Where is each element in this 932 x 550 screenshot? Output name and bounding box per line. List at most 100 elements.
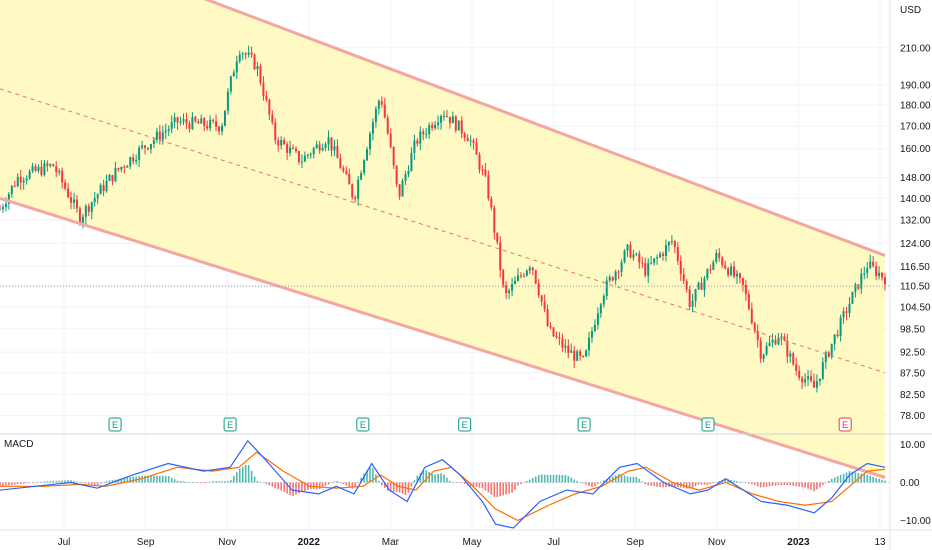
candle bbox=[61, 170, 64, 183]
candle bbox=[179, 121, 182, 123]
channel-upper-line[interactable] bbox=[0, 0, 886, 257]
macd-histogram-bar bbox=[67, 480, 69, 483]
macd-histogram-bar bbox=[540, 474, 543, 483]
candle bbox=[354, 197, 357, 199]
candle bbox=[318, 144, 321, 151]
candle bbox=[280, 139, 283, 146]
candle bbox=[721, 257, 724, 266]
candle bbox=[330, 137, 333, 151]
macd-histogram-bar bbox=[777, 482, 780, 486]
candle bbox=[466, 137, 469, 142]
candle bbox=[28, 171, 31, 179]
candle bbox=[333, 146, 336, 151]
macd-histogram-bar bbox=[706, 482, 709, 485]
candle bbox=[750, 308, 753, 324]
macd-histogram-bar bbox=[546, 474, 549, 483]
candle bbox=[395, 165, 398, 185]
candle bbox=[380, 101, 383, 105]
macd-histogram-bar bbox=[576, 480, 578, 483]
candle bbox=[679, 260, 682, 275]
candle bbox=[632, 254, 635, 258]
macd-histogram-bar bbox=[632, 476, 635, 483]
macd-histogram-bar bbox=[795, 482, 798, 487]
candle bbox=[286, 144, 289, 153]
candle bbox=[144, 145, 147, 148]
macd-histogram-bar bbox=[395, 482, 398, 492]
candle bbox=[863, 273, 866, 275]
macd-histogram-bar bbox=[582, 482, 584, 484]
macd-histogram-bar bbox=[8, 482, 10, 486]
candle bbox=[738, 273, 741, 279]
candle bbox=[135, 159, 138, 162]
candle bbox=[363, 160, 366, 174]
macd-histogram-bar bbox=[64, 480, 66, 483]
macd-histogram-bar bbox=[150, 475, 152, 483]
macd-axis-ticks: 10.00 0.00 −10.00 bbox=[900, 440, 931, 527]
candle bbox=[499, 242, 502, 271]
candle bbox=[531, 267, 534, 271]
candle bbox=[827, 352, 830, 357]
candle bbox=[546, 309, 549, 326]
macd-histogram-bar bbox=[768, 482, 771, 487]
candle bbox=[203, 118, 206, 126]
macd-histogram-bar bbox=[93, 482, 96, 485]
macd-histogram-bar bbox=[348, 482, 351, 488]
candle bbox=[570, 350, 573, 353]
macd-histogram-bar bbox=[90, 482, 93, 485]
time-axis-ticks[interactable]: Jul Sep Nov 2022 Mar May Jul Sep Nov 2023 13 bbox=[58, 537, 886, 548]
candle bbox=[540, 295, 543, 302]
price-axis-ticks[interactable]: 210.00 190.00 180.00 170.00 160.00 148.00 140.… bbox=[900, 43, 931, 422]
macd-histogram-bar bbox=[792, 482, 795, 486]
earnings-marker-icon bbox=[701, 417, 715, 432]
candle bbox=[611, 277, 614, 281]
macd-histogram-bar bbox=[372, 468, 374, 483]
candle bbox=[866, 268, 869, 274]
candle bbox=[881, 272, 884, 278]
macd-histogram-bar bbox=[884, 480, 886, 483]
macd-histogram-bar bbox=[159, 475, 161, 483]
candle bbox=[505, 285, 508, 294]
upcoming-earnings-label: E bbox=[842, 420, 848, 430]
candle bbox=[579, 351, 582, 356]
candle bbox=[801, 377, 804, 383]
candle bbox=[58, 170, 61, 173]
channel-lower-line[interactable] bbox=[0, 196, 886, 479]
candle bbox=[593, 324, 596, 332]
candle bbox=[297, 151, 300, 163]
macd-tick-label: −10.00 bbox=[900, 516, 931, 527]
candle bbox=[262, 83, 265, 97]
time-tick-label: 13 bbox=[874, 537, 886, 548]
candle bbox=[884, 277, 886, 285]
macd-histogram-bar bbox=[819, 482, 821, 488]
candle bbox=[700, 282, 703, 290]
channel-mid-line[interactable] bbox=[0, 88, 886, 374]
candle bbox=[576, 351, 579, 361]
macd-histogram-bar bbox=[567, 475, 570, 483]
candle bbox=[588, 337, 591, 351]
candle bbox=[200, 118, 203, 124]
candle bbox=[869, 261, 872, 269]
candle bbox=[626, 244, 629, 251]
candle bbox=[81, 216, 84, 224]
candle bbox=[795, 364, 798, 371]
candle bbox=[676, 247, 679, 261]
candle bbox=[146, 147, 149, 150]
candle bbox=[777, 338, 780, 345]
macd-histogram-bar bbox=[58, 480, 60, 483]
candle bbox=[685, 280, 688, 290]
candle bbox=[194, 117, 197, 122]
macd-histogram-bar bbox=[327, 482, 330, 485]
candle bbox=[283, 139, 286, 145]
macd-histogram-bar bbox=[688, 482, 691, 489]
macd-histogram-bar bbox=[431, 473, 433, 483]
macd-histogram-bar bbox=[34, 482, 37, 483]
macd-histogram-bar bbox=[2, 482, 4, 486]
macd-histogram-bar bbox=[25, 482, 28, 484]
candle bbox=[182, 119, 185, 122]
macd-histogram-bar bbox=[309, 482, 312, 489]
candle bbox=[747, 294, 750, 309]
macd-histogram-bar bbox=[801, 482, 803, 488]
candle bbox=[667, 242, 670, 246]
macd-histogram-bar bbox=[161, 475, 164, 483]
